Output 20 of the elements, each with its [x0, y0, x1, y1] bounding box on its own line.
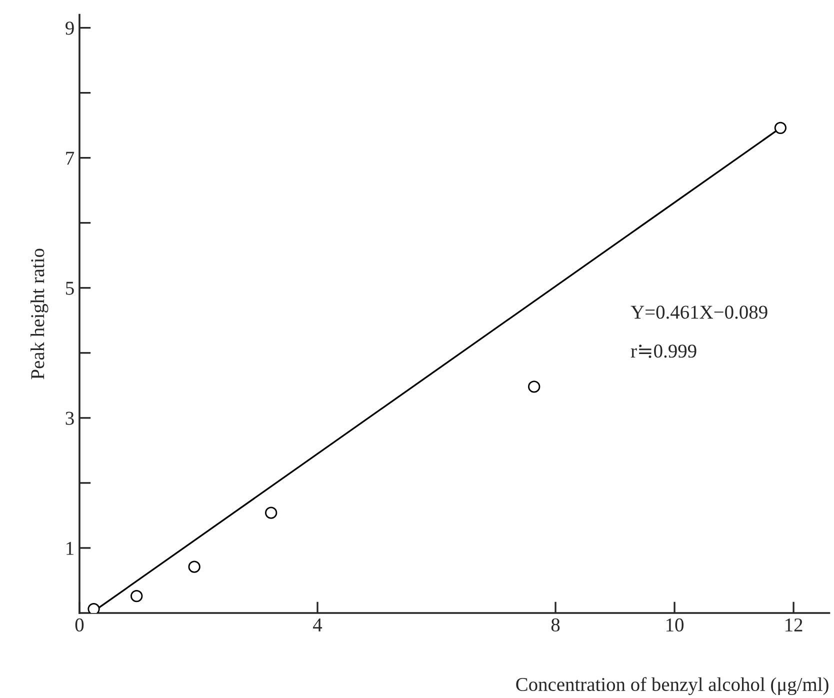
- point: [528, 380, 540, 393]
- x-tick-label: 12: [786, 618, 802, 632]
- annotation: Y=0.461X−0.089: [630, 306, 768, 319]
- y-tick-label: 3: [66, 412, 74, 425]
- point: [88, 603, 100, 613]
- y-tick-label: 5: [66, 282, 74, 295]
- y-tick-label: 9: [66, 22, 74, 35]
- point: [130, 590, 143, 602]
- y-tick-label: 1: [66, 542, 74, 555]
- y-tick-label: 7: [66, 152, 74, 165]
- point: [774, 122, 787, 134]
- x-tick-label: 8: [551, 618, 560, 632]
- y-axis-title: Peak height ratio: [30, 248, 48, 380]
- x-axis-title: Concentration of benzyl alcohol (μg/ml): [516, 677, 828, 696]
- annotation: r≒0.999: [630, 344, 696, 358]
- x-tick-label: 10: [666, 618, 684, 632]
- point: [188, 560, 200, 573]
- point: [265, 506, 278, 519]
- x-tick-label: 4: [313, 618, 322, 632]
- x-tick-label: 0: [75, 618, 84, 632]
